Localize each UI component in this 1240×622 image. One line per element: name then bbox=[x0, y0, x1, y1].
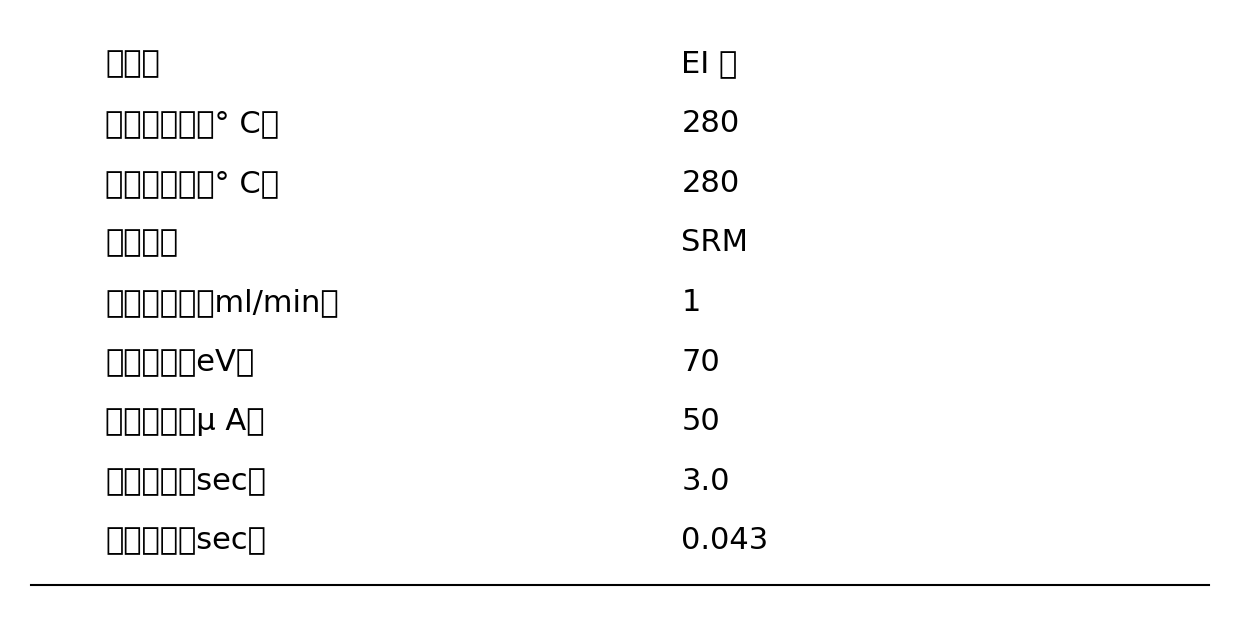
Text: EI 源: EI 源 bbox=[681, 50, 738, 78]
Text: 碰撞气流量（ml/min）: 碰撞气流量（ml/min） bbox=[105, 288, 339, 317]
Text: 扫描模式: 扫描模式 bbox=[105, 228, 179, 258]
Text: 离子源: 离子源 bbox=[105, 50, 160, 78]
Text: SRM: SRM bbox=[681, 228, 748, 258]
Text: 70: 70 bbox=[681, 348, 720, 376]
Text: 电离电压（eV）: 电离电压（eV） bbox=[105, 348, 254, 376]
Text: 280: 280 bbox=[681, 109, 739, 138]
Text: 50: 50 bbox=[681, 407, 720, 436]
Text: 0.043: 0.043 bbox=[681, 526, 769, 555]
Text: 280: 280 bbox=[681, 169, 739, 198]
Text: 传输线温度（° C）: 传输线温度（° C） bbox=[105, 169, 279, 198]
Text: 扫描宽度（sec）: 扫描宽度（sec） bbox=[105, 466, 265, 496]
Text: 扫描时间（sec）: 扫描时间（sec） bbox=[105, 526, 265, 555]
Text: 发射电流（μ A）: 发射电流（μ A） bbox=[105, 407, 264, 436]
Text: 1: 1 bbox=[681, 288, 701, 317]
Text: 离子源温度（° C）: 离子源温度（° C） bbox=[105, 109, 279, 138]
Text: 3.0: 3.0 bbox=[681, 466, 730, 496]
